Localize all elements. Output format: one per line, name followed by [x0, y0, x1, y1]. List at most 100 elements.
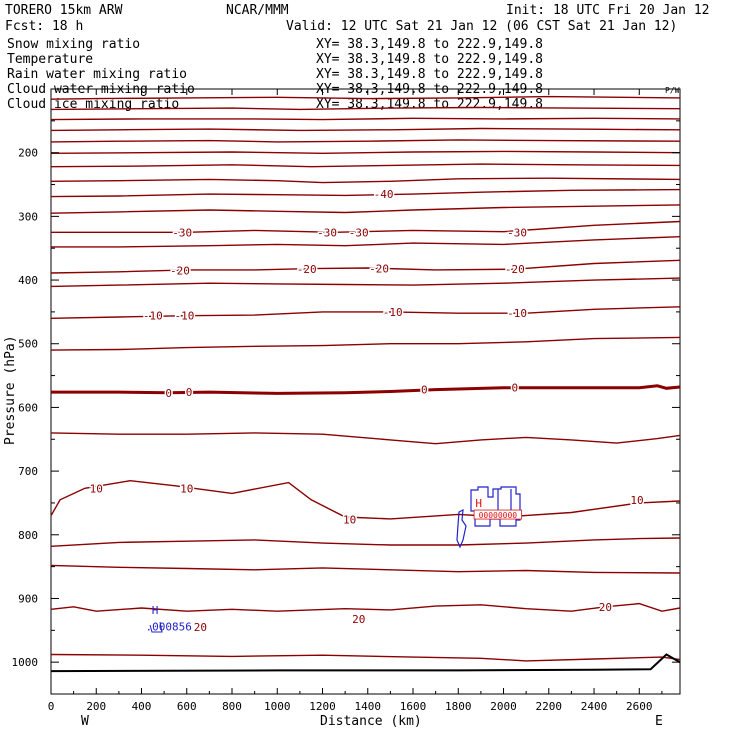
- temperature-contour: [50, 479, 681, 520]
- x-tick-label: 1600: [400, 700, 427, 713]
- legend-label-rain: Rain water mixing ratio: [7, 67, 187, 82]
- rain-contour: [473, 509, 523, 520]
- legend-xy-temperature: XY= 38.3,149.8 to 222.9,149.8: [316, 52, 543, 67]
- y-tick-label: 700: [18, 465, 38, 478]
- x-tick-label: 800: [222, 700, 242, 713]
- temperature-contour: [50, 204, 681, 214]
- y-tick-label: 200: [18, 147, 38, 160]
- temperature-contour: [50, 150, 681, 155]
- x-tick-label: 200: [86, 700, 106, 713]
- y-tick-label: 400: [18, 274, 38, 287]
- temperature-contour: [50, 277, 681, 288]
- temperature-contours: -40 -30 -30 -30 -30 -20 -20 -20 -20 -10 -10 -10 -10 0…: [50, 95, 681, 662]
- cloud-label: .000856: [145, 620, 191, 633]
- axes: 0 200 400 600 800 1000 1200 1400 1600 1800 2000 220…: [12, 89, 680, 713]
- temperature-label: -10: [507, 307, 527, 320]
- temperature-label: -10: [383, 306, 403, 319]
- valid-time: Valid: 12 UTC Sat 21 Jan 12 (06 CST Sat …: [286, 19, 677, 34]
- temperature-contour: [50, 259, 681, 274]
- temperature-contour: [50, 306, 681, 319]
- temperature-contour: [50, 163, 681, 168]
- temperature-label: -20: [170, 265, 190, 278]
- temperature-label: -10: [175, 310, 195, 323]
- cloud-label: H: [152, 604, 159, 617]
- ground-line: [50, 653, 681, 673]
- temperature-contour: [50, 653, 681, 662]
- temperature-label: -30: [507, 226, 527, 239]
- temperature-label: -10: [143, 310, 163, 323]
- x-tick-label: 1200: [309, 700, 336, 713]
- x-tick-label: 2600: [626, 700, 653, 713]
- rain-label: 00000000: [479, 511, 518, 520]
- legend-label-temperature: Temperature: [7, 52, 93, 67]
- temperature-label: 10: [180, 482, 193, 495]
- temperature-label: 20: [352, 613, 365, 626]
- temperature-label: 10: [343, 514, 356, 527]
- temperature-label: -30: [349, 226, 369, 239]
- temperature-label: 10: [630, 494, 643, 507]
- corner-mark: P/W: [665, 86, 680, 95]
- temperature-contour: [51, 236, 681, 248]
- terrain-line: [50, 653, 681, 673]
- temperature-contour: [50, 564, 681, 574]
- legend-label-snow: Snow mixing ratio: [7, 37, 140, 52]
- temperature-contour: [50, 432, 681, 445]
- temperature-contour: [50, 602, 681, 612]
- init-time: Init: 18 UTC Fri 20 Jan 12: [506, 3, 710, 18]
- y-tick-label: 300: [18, 210, 38, 223]
- x-tick-label: 1400: [355, 700, 382, 713]
- temperature-label: 0: [165, 387, 172, 400]
- cloud-water-contour: [470, 486, 521, 527]
- x-axis-title: Distance (km): [320, 714, 422, 729]
- temperature-contour: [50, 106, 681, 111]
- y-tick-label: 500: [18, 338, 38, 351]
- legend: Snow mixing ratio XY= 38.3,149.8 to 222.…: [7, 37, 543, 112]
- x-tick-label: 2400: [581, 700, 608, 713]
- cloud-label: H: [475, 497, 482, 510]
- cloud-water-contour: [456, 508, 467, 549]
- temperature-contour: [50, 537, 681, 547]
- temperature-label: -40: [374, 188, 394, 201]
- temperature-contour: [50, 139, 681, 143]
- temperature-label: 0: [512, 382, 519, 395]
- temperature-label: 20: [194, 621, 207, 634]
- legend-xy-snow: XY= 38.3,149.8 to 222.9,149.8: [316, 37, 543, 52]
- temperature-contour: [50, 336, 681, 351]
- legend-xy-cloud-ice: XY= 38.3,149.8 to 222.9,149.8: [316, 97, 543, 112]
- x-tick-label: 2000: [490, 700, 517, 713]
- x-tick-label: 0: [48, 700, 55, 713]
- model-title: TORERO 15km ARW: [5, 3, 123, 18]
- x-tick-label: 1000: [264, 700, 291, 713]
- temperature-contour: [51, 384, 681, 395]
- y-axis-title: Pressure (hPa): [3, 335, 18, 445]
- temperature-contour: [50, 127, 681, 132]
- x-tick-label: 2200: [536, 700, 563, 713]
- y-tick-label: 800: [18, 529, 38, 542]
- temperature-label: -20: [297, 263, 317, 276]
- temperature-contour: [50, 117, 681, 121]
- y-tick-label: 600: [18, 401, 38, 414]
- cloud-water-contour: [149, 621, 163, 633]
- temperature-contour: [50, 95, 681, 100]
- temperature-label: 10: [90, 482, 103, 495]
- temperature-label: 0: [186, 386, 193, 399]
- temperature-contour: [51, 220, 681, 234]
- temperature-label: -30: [172, 226, 192, 239]
- x-tick-label: 1800: [445, 700, 472, 713]
- temperature-label: 20: [599, 601, 612, 614]
- forecast-hour: Fcst: 18 h: [5, 19, 83, 34]
- temperature-label: -20: [369, 263, 389, 276]
- temperature-contour: [50, 177, 681, 184]
- x-axis-west-label: W: [81, 714, 89, 729]
- temperature-contour: [50, 188, 681, 198]
- temperature-label: 0: [421, 384, 428, 397]
- temperature-label: -20: [505, 263, 525, 276]
- x-tick-label: 600: [177, 700, 197, 713]
- x-axis-east-label: E: [655, 714, 663, 729]
- y-tick-label: 1000: [12, 656, 39, 669]
- center-title: NCAR/MMM: [226, 3, 289, 18]
- legend-xy-rain: XY= 38.3,149.8 to 222.9,149.8: [316, 67, 543, 82]
- y-tick-label: 900: [18, 592, 38, 605]
